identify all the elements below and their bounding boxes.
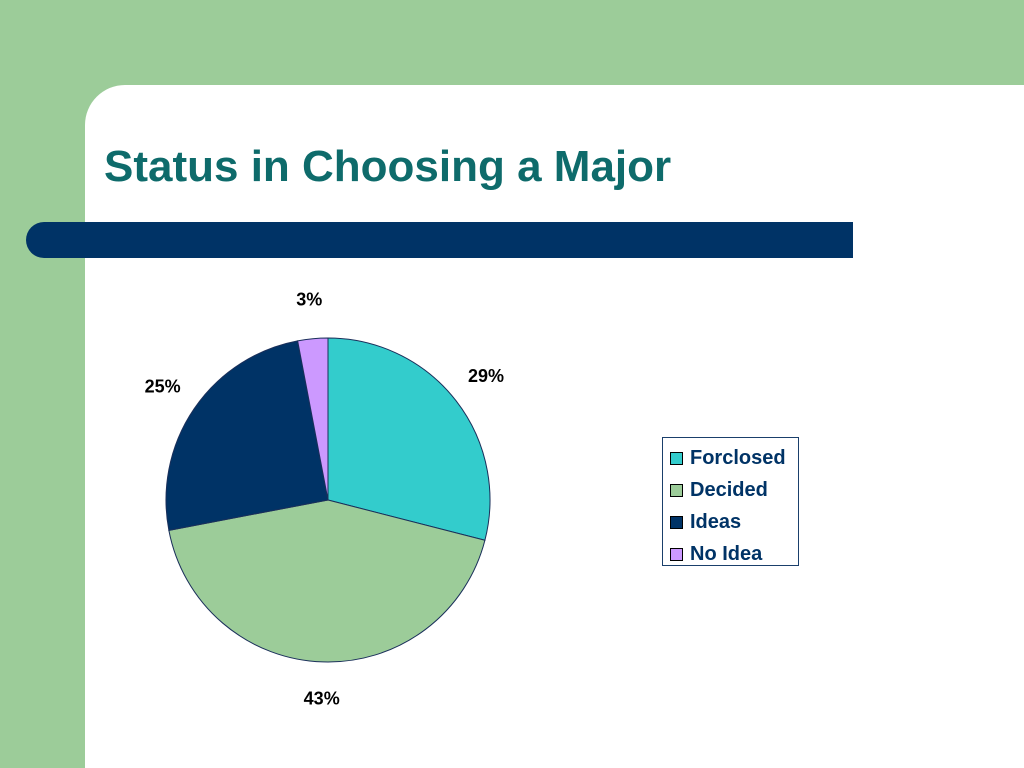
legend-label-no-idea: No Idea — [690, 542, 763, 565]
pie-label-no-idea: 3% — [296, 290, 322, 310]
pie-slices — [165, 337, 491, 663]
pie-label-forclosed: 29% — [468, 366, 504, 386]
pie-slice-decided — [168, 499, 486, 663]
legend-item-no-idea: No Idea — [670, 538, 798, 570]
title-rule-bar — [26, 222, 853, 258]
chart-legend: Forclosed Decided Ideas No Idea — [662, 437, 799, 566]
legend-swatch-forclosed — [670, 451, 683, 465]
legend-swatch-no-idea — [670, 547, 683, 561]
legend-label-forclosed: Forclosed — [690, 446, 786, 469]
legend-label-decided: Decided — [690, 478, 768, 501]
pie-slice-no-idea — [297, 337, 329, 501]
slide-title: Status in Choosing a Major — [104, 142, 672, 191]
legend-swatch-ideas — [670, 515, 683, 529]
pie-labels: 29% 43% 25% 3% — [145, 290, 504, 709]
pie-slice-ideas — [165, 340, 329, 531]
legend-item-decided: Decided — [670, 474, 798, 506]
pie-slice-forclosed — [327, 337, 491, 541]
legend-item-forclosed: Forclosed — [670, 442, 798, 474]
pie-label-ideas: 25% — [145, 376, 181, 396]
pie-label-decided: 43% — [304, 689, 340, 709]
legend-swatch-decided — [670, 483, 683, 497]
legend-label-ideas: Ideas — [690, 510, 742, 533]
legend-item-ideas: Ideas — [670, 506, 798, 538]
